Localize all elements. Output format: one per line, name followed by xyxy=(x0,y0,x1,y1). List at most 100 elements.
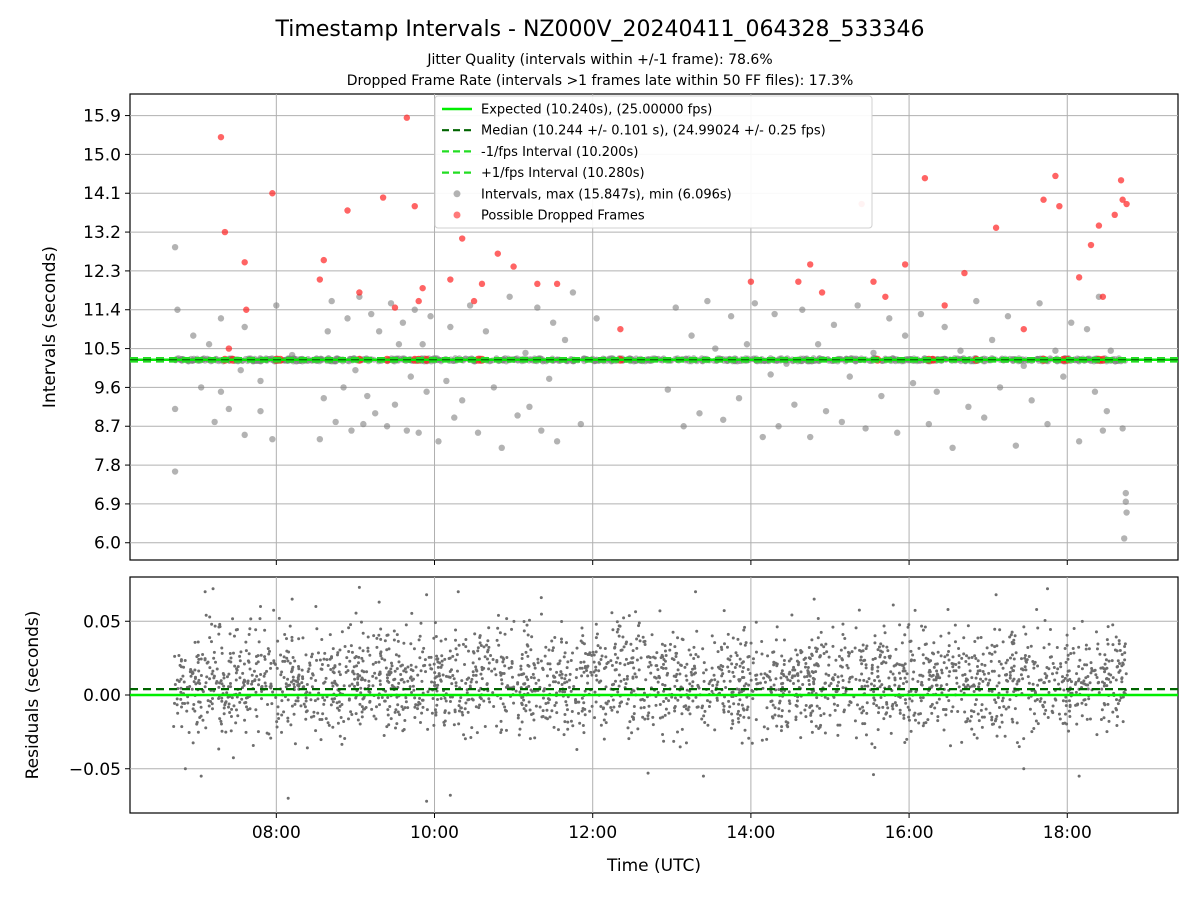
residual-point xyxy=(242,662,246,666)
residual-point xyxy=(358,702,362,706)
residual-point xyxy=(872,696,876,700)
residual-point xyxy=(951,705,955,709)
residual-point xyxy=(907,623,911,627)
residual-point xyxy=(956,709,960,713)
residual-point xyxy=(1022,625,1026,629)
residual-point xyxy=(880,683,884,687)
residual-point xyxy=(1111,623,1115,627)
interval-point xyxy=(751,300,759,307)
residual-point xyxy=(884,661,888,665)
residual-point xyxy=(676,698,680,702)
residual-point xyxy=(1077,774,1081,778)
residual-point xyxy=(524,675,528,679)
interval-point xyxy=(387,300,395,307)
residual-point xyxy=(315,658,319,662)
interval-point xyxy=(807,433,814,441)
residual-point xyxy=(707,705,711,709)
residual-point xyxy=(340,742,344,746)
residual-point xyxy=(485,643,489,647)
residual-point xyxy=(416,673,420,677)
residual-point xyxy=(303,705,307,709)
residual-point xyxy=(903,698,907,702)
residual-point xyxy=(220,699,224,703)
residual-point xyxy=(742,684,746,688)
residual-point xyxy=(1045,665,1049,669)
residual-point xyxy=(976,636,980,640)
residual-point xyxy=(269,666,273,670)
residual-point xyxy=(737,687,741,691)
residual-point xyxy=(563,651,567,655)
residual-point xyxy=(227,659,231,663)
residual-point xyxy=(384,689,388,693)
residual-point xyxy=(810,730,814,734)
residual-point xyxy=(728,705,732,709)
residual-point xyxy=(942,728,946,732)
residual-point xyxy=(691,667,695,671)
residual-point xyxy=(839,664,843,668)
residual-point xyxy=(873,746,877,750)
residual-point xyxy=(944,713,948,717)
residual-point xyxy=(301,636,305,640)
residual-point xyxy=(179,659,183,663)
residual-point xyxy=(234,678,238,682)
bottom-xlabel: Time (UTC) xyxy=(606,856,701,876)
residual-point xyxy=(218,622,222,626)
residual-point xyxy=(409,642,413,646)
residual-point xyxy=(536,661,540,665)
residual-point xyxy=(957,646,961,650)
residual-point xyxy=(175,697,179,701)
residual-point xyxy=(663,713,667,717)
residual-point xyxy=(977,682,981,686)
residual-point xyxy=(309,715,313,719)
residual-point xyxy=(827,684,831,688)
residual-point xyxy=(1064,704,1068,708)
residual-point xyxy=(487,626,491,630)
residual-point xyxy=(1021,677,1025,681)
residual-point xyxy=(201,653,205,657)
residual-point xyxy=(836,675,840,679)
residual-point xyxy=(1043,672,1047,676)
residual-point xyxy=(963,672,967,676)
interval-point xyxy=(957,347,964,354)
residual-point xyxy=(903,633,907,637)
residual-point xyxy=(1058,717,1062,721)
residual-point xyxy=(432,680,436,684)
residual-point xyxy=(1047,679,1051,683)
residual-point xyxy=(950,709,954,713)
residual-point xyxy=(722,710,726,714)
residual-point xyxy=(1047,642,1051,646)
residual-point xyxy=(1094,673,1098,677)
residual-point xyxy=(768,678,772,682)
residual-point xyxy=(1103,667,1107,671)
residual-point xyxy=(963,710,967,714)
interval-point xyxy=(395,341,403,348)
residual-point xyxy=(1021,668,1025,672)
residual-point xyxy=(399,672,403,676)
residual-point xyxy=(443,696,447,700)
residual-point xyxy=(741,670,745,674)
residual-point xyxy=(940,691,944,695)
residual-point xyxy=(1045,587,1049,591)
residual-point xyxy=(498,671,502,675)
residual-point xyxy=(965,719,969,723)
residual-point xyxy=(614,679,618,683)
residual-point xyxy=(1117,642,1121,646)
residual-point xyxy=(289,723,293,727)
residual-point xyxy=(196,640,200,644)
residual-point xyxy=(557,661,561,665)
residual-point xyxy=(522,698,526,702)
residual-point xyxy=(1015,721,1019,725)
interval-point xyxy=(538,427,545,434)
residual-point xyxy=(281,659,285,663)
dropped-frame-point xyxy=(403,114,411,121)
residual-point xyxy=(304,717,308,721)
residual-point xyxy=(559,637,563,641)
residual-point xyxy=(1116,715,1120,719)
residual-point xyxy=(1036,664,1040,668)
dropped-frame-point xyxy=(494,250,501,257)
residual-point xyxy=(203,590,207,594)
residual-point xyxy=(314,729,318,733)
residual-point xyxy=(483,655,487,659)
residual-point xyxy=(654,664,658,668)
dropped-frame-point xyxy=(320,256,327,264)
